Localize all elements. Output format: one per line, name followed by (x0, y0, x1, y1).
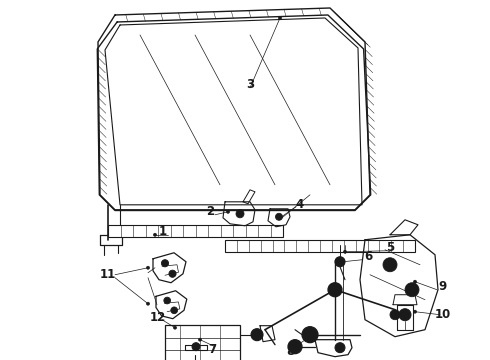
Circle shape (278, 17, 281, 19)
Circle shape (147, 302, 149, 305)
Circle shape (405, 283, 419, 297)
Bar (225, 240, 415, 252)
Circle shape (309, 335, 312, 338)
Circle shape (153, 233, 156, 236)
Circle shape (173, 326, 176, 329)
Circle shape (335, 257, 345, 267)
Circle shape (335, 343, 345, 353)
Text: 10: 10 (435, 308, 451, 321)
Bar (165, 325, 240, 360)
Circle shape (328, 283, 342, 297)
Circle shape (275, 213, 283, 220)
Circle shape (161, 260, 169, 267)
Text: 8: 8 (286, 345, 294, 358)
Circle shape (192, 343, 200, 351)
Text: 9: 9 (438, 280, 446, 293)
Text: 12: 12 (150, 311, 166, 324)
Text: 11: 11 (100, 268, 116, 281)
Circle shape (164, 297, 171, 304)
Text: 5: 5 (386, 241, 394, 254)
Bar (108, 225, 283, 237)
Circle shape (414, 280, 416, 283)
Text: 2: 2 (206, 205, 214, 218)
Text: 6: 6 (364, 250, 372, 263)
Circle shape (343, 250, 346, 253)
Circle shape (383, 258, 397, 272)
Circle shape (226, 210, 229, 213)
Circle shape (236, 210, 244, 218)
Circle shape (171, 307, 177, 314)
Text: 1: 1 (159, 225, 167, 238)
Circle shape (198, 338, 201, 341)
Text: 4: 4 (296, 198, 304, 211)
Circle shape (278, 216, 281, 219)
Circle shape (288, 340, 302, 354)
Circle shape (147, 266, 149, 269)
Circle shape (399, 309, 411, 321)
Circle shape (390, 310, 400, 320)
Circle shape (342, 260, 344, 263)
Circle shape (251, 329, 263, 341)
Text: 3: 3 (246, 78, 254, 91)
Circle shape (414, 310, 416, 313)
Text: 7: 7 (208, 343, 216, 356)
Circle shape (169, 270, 176, 277)
Circle shape (302, 327, 318, 343)
